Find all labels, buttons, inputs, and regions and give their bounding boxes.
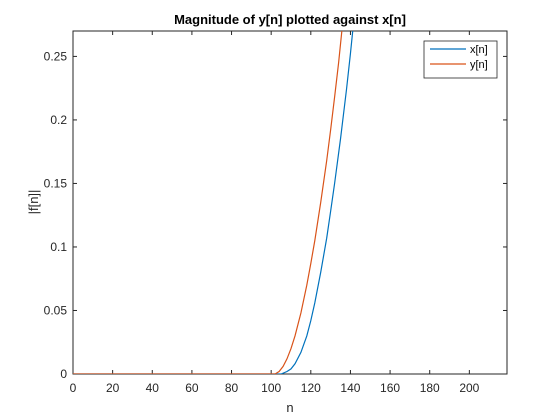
- x-tick-label: 80: [225, 381, 239, 395]
- y-tick-label: 0.1: [50, 240, 67, 254]
- series-line-1: [73, 31, 343, 374]
- x-tick-label: 160: [380, 381, 400, 395]
- series-line-0: [73, 31, 354, 374]
- y-tick-label: 0.05: [44, 303, 68, 317]
- x-axis: 0 20 40 60 80 100 120 140 160 180 200: [70, 31, 480, 395]
- legend-box: [423, 40, 498, 79]
- x-tick-label: 180: [420, 381, 440, 395]
- x-tick-label: 120: [301, 381, 321, 395]
- x-axis-label: n: [286, 400, 293, 415]
- x-tick-label: 0: [70, 381, 77, 395]
- series-layer: [73, 31, 354, 374]
- x-tick-label: 140: [340, 381, 360, 395]
- chart-title: Magnitude of y[n] plotted against x[n]: [174, 12, 406, 27]
- x-tick-label: 20: [106, 381, 120, 395]
- x-tick-label: 60: [185, 381, 199, 395]
- y-axis: 0 0.05 0.1 0.15 0.2 0.25: [44, 49, 507, 381]
- y-tick-label: 0: [60, 367, 67, 381]
- x-tick-label: 100: [261, 381, 281, 395]
- plot-area: [72, 30, 508, 375]
- x-tick-label: 200: [459, 381, 479, 395]
- legend: x[n] y[n]: [423, 40, 498, 79]
- y-tick-label: 0.2: [50, 113, 67, 127]
- legend-label-1: y[n]: [470, 59, 488, 71]
- x-tick-label: 40: [146, 381, 160, 395]
- legend-label-0: x[n]: [470, 44, 488, 56]
- y-tick-label: 0.15: [44, 176, 68, 190]
- y-tick-label: 0.25: [44, 49, 68, 63]
- y-axis-label: |f[n]|: [26, 190, 41, 215]
